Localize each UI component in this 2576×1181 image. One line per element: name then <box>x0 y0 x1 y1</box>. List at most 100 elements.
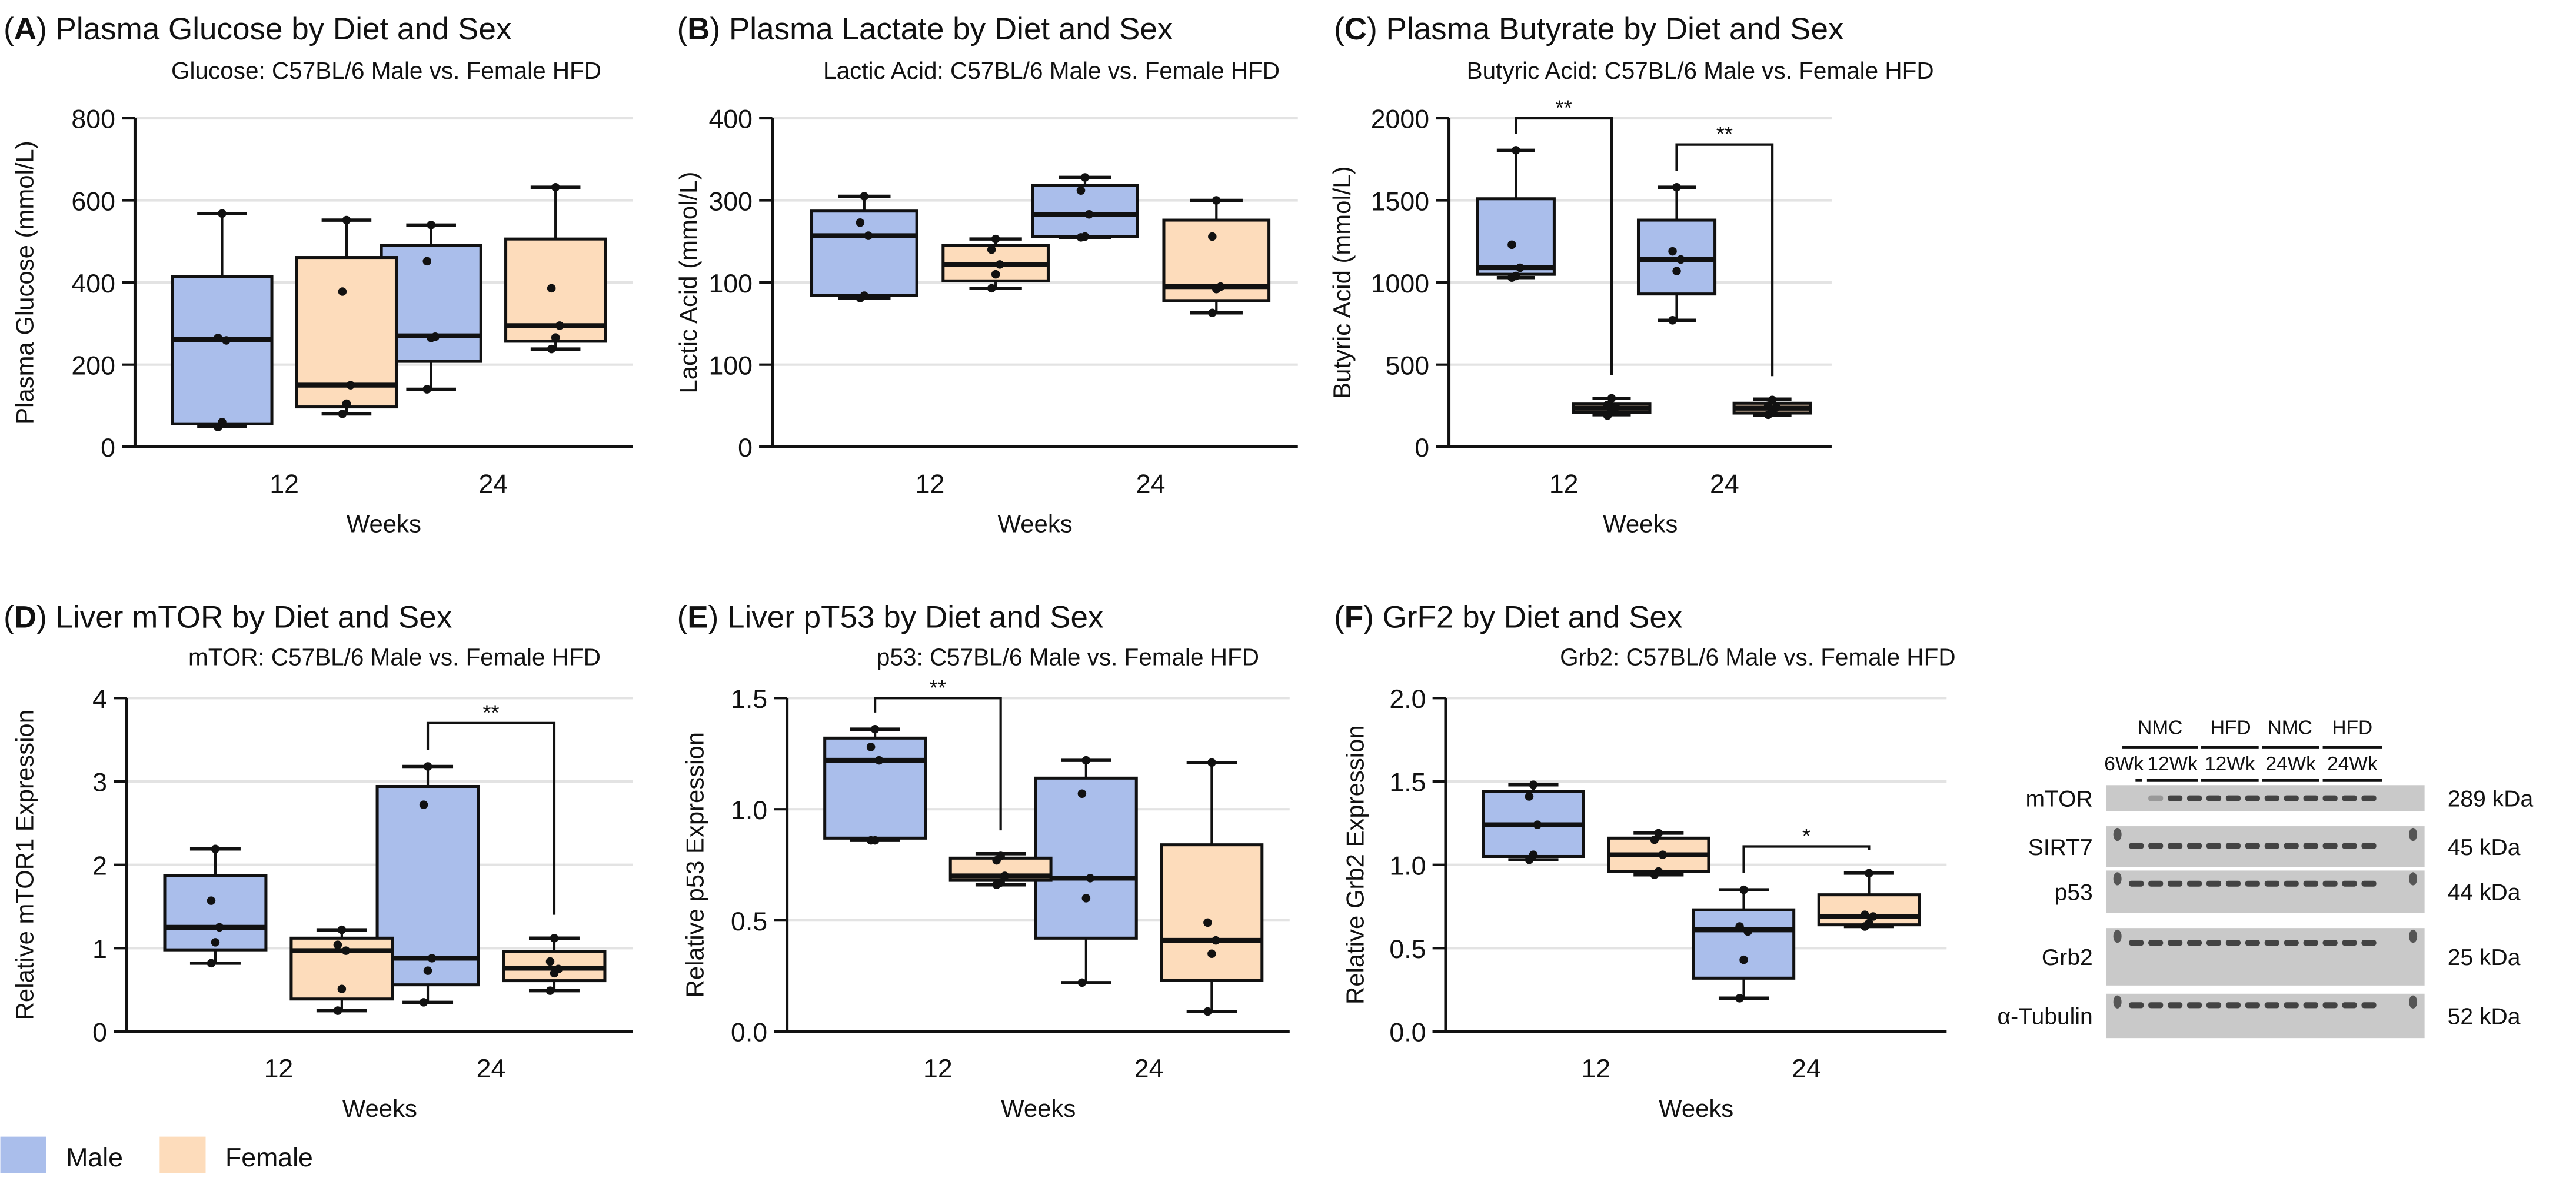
data-point <box>1086 874 1095 883</box>
data-point <box>1658 850 1668 859</box>
blot-band <box>2245 880 2260 887</box>
box-male-12 <box>163 844 268 968</box>
data-point <box>1077 978 1087 987</box>
data-point <box>1084 210 1094 219</box>
data-point <box>1650 835 1659 844</box>
y-tick-label: 1000 <box>1371 270 1429 298</box>
box-iqr <box>1160 843 1264 982</box>
panel-c: (C) Plasma Butyrate by Diet and Sex Butyr… <box>1328 12 1934 537</box>
blot-band <box>2361 940 2377 946</box>
significance-label: ** <box>482 700 499 724</box>
y-axis-label: Relative Grb2 Expression <box>1341 725 1369 1004</box>
x-tick-label: 12 <box>1549 470 1579 498</box>
y-tick-label: 0 <box>1415 434 1429 463</box>
y-tick-label: 200 <box>71 351 115 380</box>
x-tick-label: 12 <box>269 470 299 498</box>
data-point <box>554 964 563 973</box>
box-male-24 <box>1034 756 1138 987</box>
panel-letter-close: ) <box>710 12 721 46</box>
blot-group-label: NMC <box>2138 717 2182 739</box>
blot-lane-label: 12Wk <box>2147 753 2198 775</box>
data-point <box>551 182 560 192</box>
blot-band <box>2186 1002 2202 1009</box>
blot-band <box>2225 843 2241 849</box>
blot-lane-label: 24Wk <box>2327 753 2378 775</box>
data-point <box>427 221 435 229</box>
panel-title-text: Liver pT53 by Diet and Sex <box>718 600 1103 634</box>
blot-band <box>2322 1002 2338 1009</box>
y-axis-label: Lactic Acid (mmol/L) <box>674 172 702 394</box>
panel-f: (F) GrF2 by Diet and Sex Grb2: C57BL/6 Ma… <box>1334 600 1955 1122</box>
panel-letter-open: ( <box>677 600 688 634</box>
y-tick-label: 0.0 <box>1389 1019 1426 1047</box>
box-iqr <box>295 256 398 409</box>
data-point <box>342 399 351 408</box>
data-point <box>1512 146 1520 155</box>
blot-row-1: SIRT7 45 kDa <box>2028 826 2521 867</box>
blot-band <box>2168 940 2183 946</box>
data-point <box>1212 936 1220 945</box>
blot-band <box>2148 843 2164 849</box>
blot-band <box>2284 795 2299 801</box>
data-point <box>1735 922 1744 931</box>
blot-band <box>2342 795 2357 801</box>
blot-band <box>2168 1002 2183 1009</box>
blot-protein-label: SIRT7 <box>2028 835 2093 860</box>
blot-band <box>2322 880 2338 887</box>
data-point <box>1525 792 1534 801</box>
data-point <box>1772 403 1781 412</box>
blot-protein-label: α-Tubulin <box>1998 1004 2093 1029</box>
data-point <box>1203 918 1212 927</box>
data-point <box>991 234 1000 244</box>
panel-title-text: Plasma Lactate by Diet and Sex <box>720 12 1173 46</box>
blot-band <box>2129 843 2144 849</box>
y-tick-label: 0 <box>101 434 115 463</box>
y-tick-label: 1 <box>92 935 107 964</box>
box-female-24 <box>1160 758 1264 1016</box>
x-axis-label: Weeks <box>1603 510 1678 537</box>
x-tick-label: 24 <box>477 1054 506 1083</box>
data-point <box>1861 910 1869 919</box>
blot-group-label: HFD <box>2211 717 2251 739</box>
panel-letter-close: ) <box>36 600 47 634</box>
data-point <box>1739 955 1748 964</box>
box-male-12 <box>810 192 918 302</box>
data-point <box>1207 949 1216 959</box>
panel-title-text: GrF2 by Diet and Sex <box>1374 600 1683 634</box>
blot-row-4: α-Tubulin 52 kDa <box>1998 993 2521 1039</box>
y-tick-label: 1500 <box>1371 187 1429 216</box>
box-iqr <box>1476 197 1556 276</box>
data-point <box>423 966 432 975</box>
box-female-24 <box>502 934 607 995</box>
panel-letter-close: ) <box>36 12 47 46</box>
panel-letter-close: ) <box>708 600 719 634</box>
y-axis-label: Plasma Glucose (mmol/L) <box>11 141 38 424</box>
significance-bracket: ** <box>1675 122 1774 377</box>
blot-band <box>2322 940 2338 946</box>
legend: Male Female <box>0 1136 313 1173</box>
panel-b: (B) Plasma Lactate by Diet and Sex Lactic… <box>674 12 1298 537</box>
box-iqr <box>163 874 268 952</box>
y-tick-label: 1.0 <box>1389 851 1426 880</box>
blot-row-0: mTOR 289 kDa <box>2025 785 2533 812</box>
data-point <box>1668 247 1677 256</box>
blot-band <box>2303 1002 2318 1009</box>
data-point <box>1208 308 1217 318</box>
blot-size-label: 44 kDa <box>2448 880 2521 906</box>
blot-band <box>2361 1002 2377 1009</box>
blot-band <box>2148 1002 2164 1009</box>
box-iqr <box>375 784 480 987</box>
blot-band <box>2284 880 2299 887</box>
box-iqr <box>1692 908 1796 980</box>
box-female-24 <box>1732 395 1812 420</box>
data-point <box>1081 894 1091 903</box>
data-point <box>1869 912 1878 921</box>
data-point <box>1077 789 1087 799</box>
blot-band <box>2129 940 2144 946</box>
data-point <box>870 836 880 845</box>
x-tick-label: 12 <box>1582 1054 1611 1083</box>
blot-protein-label: p53 <box>2055 880 2093 906</box>
data-point <box>856 218 865 227</box>
box-iqr <box>1636 218 1717 296</box>
